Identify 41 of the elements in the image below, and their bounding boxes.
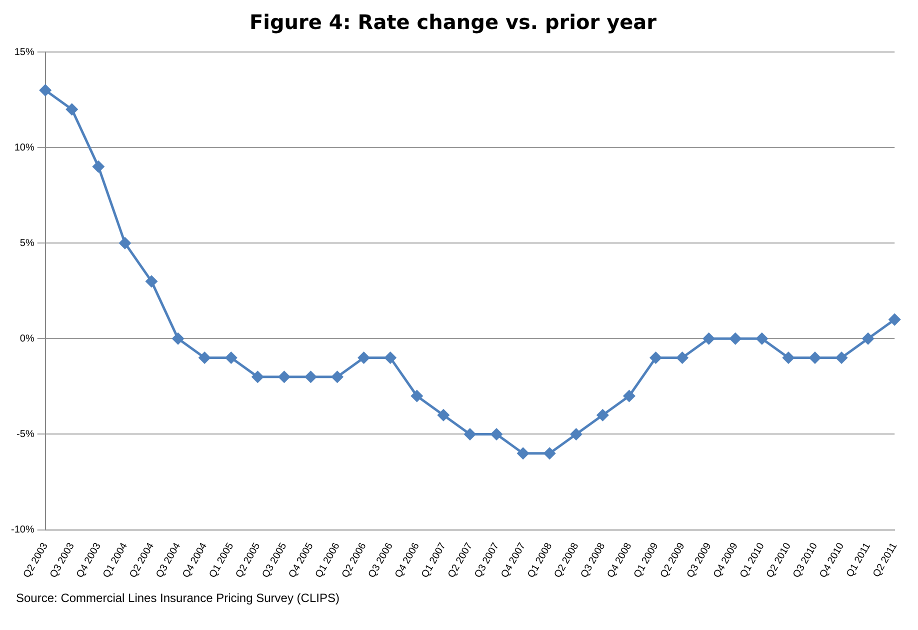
y-tick-label: 10%	[14, 142, 34, 154]
point	[384, 352, 396, 364]
point	[650, 352, 662, 364]
point	[464, 428, 476, 440]
y-tick-label: 15%	[14, 46, 34, 58]
point	[544, 448, 556, 460]
point	[119, 237, 131, 249]
point	[809, 352, 821, 364]
point	[252, 371, 264, 383]
y-tick-label: -5%	[16, 428, 34, 440]
point	[172, 332, 184, 344]
point	[411, 390, 423, 402]
point	[92, 160, 104, 172]
point	[676, 352, 688, 364]
y-tick-label: 0%	[20, 333, 34, 344]
point	[862, 332, 874, 344]
point	[66, 104, 78, 116]
point	[756, 332, 768, 344]
point	[198, 352, 210, 364]
point	[278, 371, 290, 383]
point	[358, 352, 370, 364]
point	[40, 84, 52, 96]
chart-title: Figure 4: Rate change vs. prior year	[249, 10, 657, 34]
point	[517, 448, 529, 460]
point	[332, 371, 344, 383]
y-tick-label: -10%	[10, 524, 34, 536]
source-note: Source: Commercial Lines Insurance Pricing Survey (CLIPS)	[16, 591, 340, 605]
point	[782, 352, 794, 364]
point	[596, 409, 608, 421]
point	[490, 428, 502, 440]
point	[623, 390, 635, 402]
point	[304, 371, 316, 383]
point	[888, 314, 900, 326]
point	[730, 332, 742, 344]
point	[146, 276, 158, 288]
y-tick-label: 5%	[20, 238, 34, 249]
point	[225, 352, 237, 364]
point	[570, 428, 582, 440]
point	[438, 409, 450, 421]
point	[703, 332, 715, 344]
point	[836, 352, 848, 364]
